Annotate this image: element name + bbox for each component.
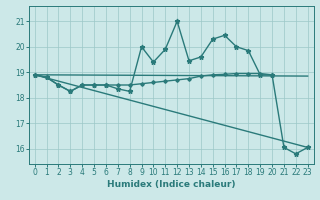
X-axis label: Humidex (Indice chaleur): Humidex (Indice chaleur) <box>107 180 236 189</box>
